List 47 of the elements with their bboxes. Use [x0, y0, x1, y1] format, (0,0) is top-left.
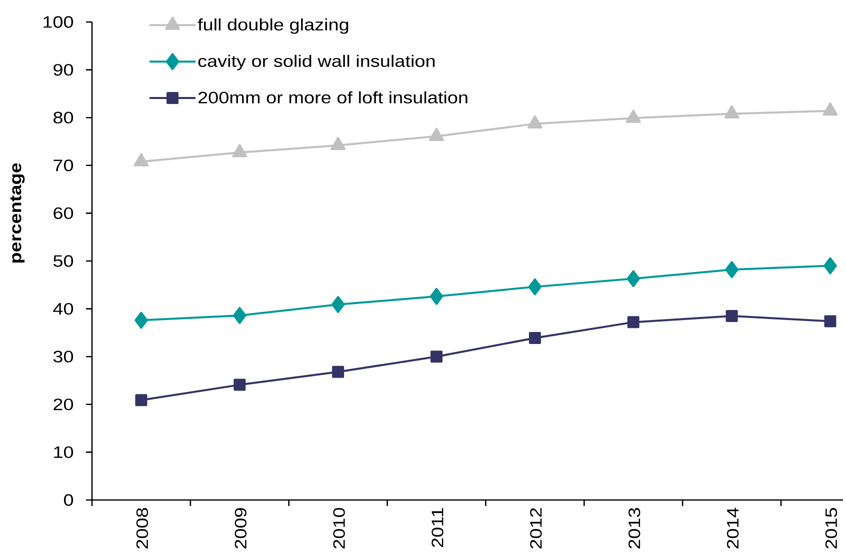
x-tick-label: 2011: [432, 508, 444, 548]
x-tick-label: 2015: [825, 508, 838, 548]
legend-label: cavity or solid wall insulation: [198, 54, 435, 70]
point: [822, 102, 838, 116]
x-tick-label: 2008: [136, 508, 148, 548]
y-tick-label: 100: [44, 16, 74, 28]
y-tick-label: 0: [64, 494, 74, 506]
y-tick-label: 80: [54, 112, 74, 124]
legend-label: full double glazing: [198, 18, 348, 34]
x-tick-label: 2010: [333, 508, 345, 548]
point: [528, 278, 542, 296]
x-tick-label: 2012: [530, 508, 542, 548]
point: [824, 257, 837, 274]
y-tick-label: 10: [54, 446, 74, 458]
point: [626, 110, 641, 123]
point: [233, 306, 246, 324]
point: [726, 310, 738, 322]
point: [331, 296, 345, 313]
y-axis-title: percentage: [10, 163, 25, 263]
y-tick-label: 30: [53, 350, 74, 362]
point: [627, 316, 640, 328]
y-tick-label: 70: [54, 160, 74, 172]
y-tick-label: 20: [54, 398, 74, 410]
point: [527, 115, 542, 129]
x-tick-label: 2009: [234, 508, 246, 548]
point: [234, 378, 246, 391]
point: [332, 366, 344, 378]
point: [528, 332, 541, 344]
x-tick-label: 2013: [628, 508, 640, 548]
point: [135, 394, 148, 406]
point: [429, 128, 444, 141]
point: [824, 315, 836, 328]
y-tick-label: 90: [54, 64, 74, 76]
x-tick-label: 2014: [726, 508, 739, 548]
legend-label: 200mm or more of loft insulation: [198, 91, 468, 104]
point: [330, 136, 346, 150]
y-tick-label: 50: [53, 255, 74, 267]
point: [232, 144, 248, 158]
point: [725, 261, 738, 278]
point: [134, 312, 148, 329]
point: [724, 105, 740, 119]
point: [430, 350, 442, 363]
point: [626, 270, 640, 288]
point: [134, 153, 149, 166]
y-tick-label: 40: [53, 302, 74, 315]
y-tick-label: 60: [54, 207, 74, 220]
point: [430, 288, 444, 305]
